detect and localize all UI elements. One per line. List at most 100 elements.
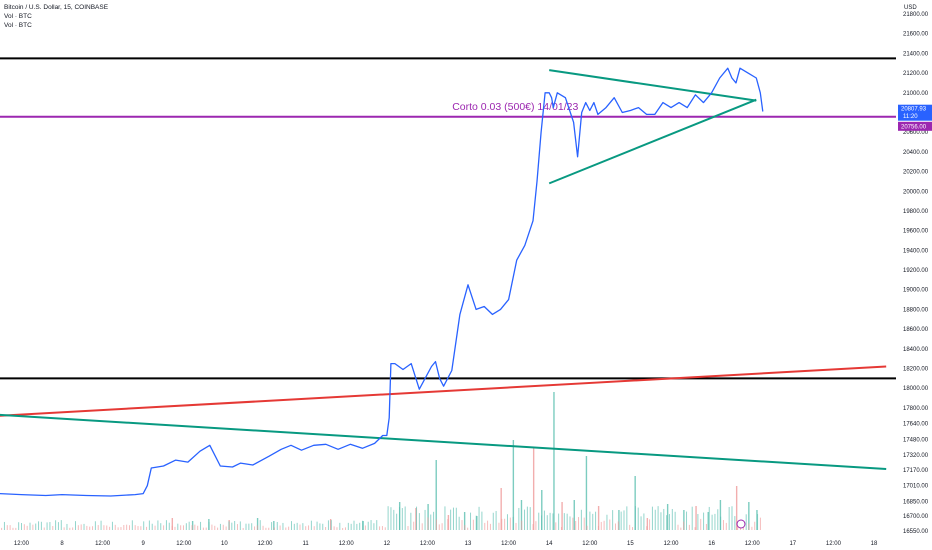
volume-bar — [106, 525, 108, 530]
volume-bar — [109, 526, 111, 530]
volume-bar — [487, 520, 489, 530]
volume-bar — [495, 510, 497, 530]
volume-bar — [254, 526, 256, 530]
volume-bar — [481, 511, 483, 530]
volume-bar — [552, 513, 554, 530]
volume-indicator-label[interactable]: Vol · BTC — [4, 13, 32, 20]
x-tick-label: 12:00 — [14, 541, 30, 547]
volume-bar — [666, 515, 668, 530]
volume-bar — [290, 521, 292, 530]
volume-bar — [512, 440, 515, 530]
y-tick-label: 17170.00 — [903, 468, 929, 474]
x-tick-label: 12:00 — [826, 541, 842, 547]
volume-bar — [618, 510, 620, 530]
volume-bar — [384, 527, 386, 530]
volume-bar — [72, 527, 74, 530]
volume-bar — [362, 520, 364, 530]
volume-bar — [276, 522, 278, 530]
volume-bar — [498, 522, 500, 530]
volume-bar — [424, 509, 426, 530]
volume-bar — [299, 524, 301, 530]
volume-bar — [393, 509, 395, 530]
volume-bar — [387, 506, 389, 530]
volume-bar — [569, 516, 571, 530]
volume-bar — [563, 513, 565, 530]
volume-bar — [757, 514, 759, 530]
volume-bar — [526, 506, 528, 530]
volume-indicator-label-2[interactable]: Vol · BTC — [4, 22, 32, 29]
triangle-upper-line — [549, 69, 757, 102]
volume-bar — [262, 525, 264, 530]
volume-bar — [518, 507, 520, 530]
volume-bar — [578, 517, 580, 530]
volume-bar — [731, 506, 733, 530]
volume-bar — [707, 512, 709, 530]
volume-bar — [151, 523, 153, 530]
volume-bar — [103, 525, 105, 530]
volume-bar — [381, 526, 383, 530]
volume-bar — [597, 525, 599, 530]
volume-bar — [18, 522, 20, 530]
volume-bar — [686, 511, 688, 530]
volume-bar — [697, 514, 699, 530]
volume-bar — [677, 524, 679, 530]
volume-bar — [444, 506, 446, 530]
volume-bar — [231, 522, 233, 530]
price-line — [0, 67, 764, 497]
volume-bar — [501, 518, 503, 530]
volume-bar — [398, 506, 400, 530]
volume-bar — [418, 513, 420, 530]
volume-bar — [353, 520, 355, 530]
volume-bars — [1, 392, 761, 530]
volume-bar — [390, 507, 392, 530]
volume-bar — [646, 518, 649, 530]
y-tick-label: 18200.00 — [903, 367, 929, 373]
volume-bar — [202, 527, 204, 530]
volume-bar — [683, 521, 685, 530]
symbol-title[interactable]: Bitcoin / U.S. Dollar, 15, COINBASE — [4, 4, 109, 11]
volume-bar — [549, 512, 551, 530]
volume-bar — [194, 524, 196, 530]
volume-bar — [612, 510, 614, 530]
volume-bar — [543, 510, 545, 530]
y-tick-label: 17800.00 — [903, 406, 929, 412]
volume-bar — [208, 522, 210, 530]
axis-unit: USD — [904, 5, 917, 11]
volume-bar — [427, 504, 429, 530]
volume-bar — [606, 514, 608, 530]
x-tick-label: 12:00 — [745, 541, 761, 547]
volume-bar — [756, 510, 758, 530]
volume-bar — [553, 392, 555, 530]
y-tick-label: 21800.00 — [903, 12, 929, 18]
volume-bar — [143, 521, 145, 530]
volume-bar — [728, 507, 730, 530]
volume-bar — [171, 525, 173, 530]
volume-bar — [117, 527, 119, 530]
last-price-value: 20807.93 — [901, 107, 927, 113]
volume-bar — [52, 526, 54, 530]
volume-bar — [674, 511, 676, 530]
volume-bar — [447, 519, 449, 530]
volume-bar — [632, 527, 634, 530]
volume-bar — [558, 513, 560, 530]
volume-bar — [759, 517, 761, 530]
volume-bar — [66, 523, 68, 530]
volume-bar — [751, 526, 753, 530]
volume-bar — [535, 521, 537, 530]
volume-bar — [370, 520, 372, 530]
volume-bar — [288, 526, 290, 530]
volume-bar — [735, 486, 738, 530]
volume-bar — [447, 515, 450, 530]
volume-bar — [319, 523, 321, 530]
volume-bar — [364, 525, 366, 530]
volume-bar — [748, 502, 750, 530]
volume-bar — [407, 526, 409, 530]
volume-bar — [268, 527, 270, 530]
volume-bar — [327, 520, 329, 530]
volume-bar — [325, 526, 327, 530]
volume-bar — [515, 522, 517, 530]
last-price-tag — [898, 104, 932, 121]
volume-bar — [452, 507, 454, 530]
